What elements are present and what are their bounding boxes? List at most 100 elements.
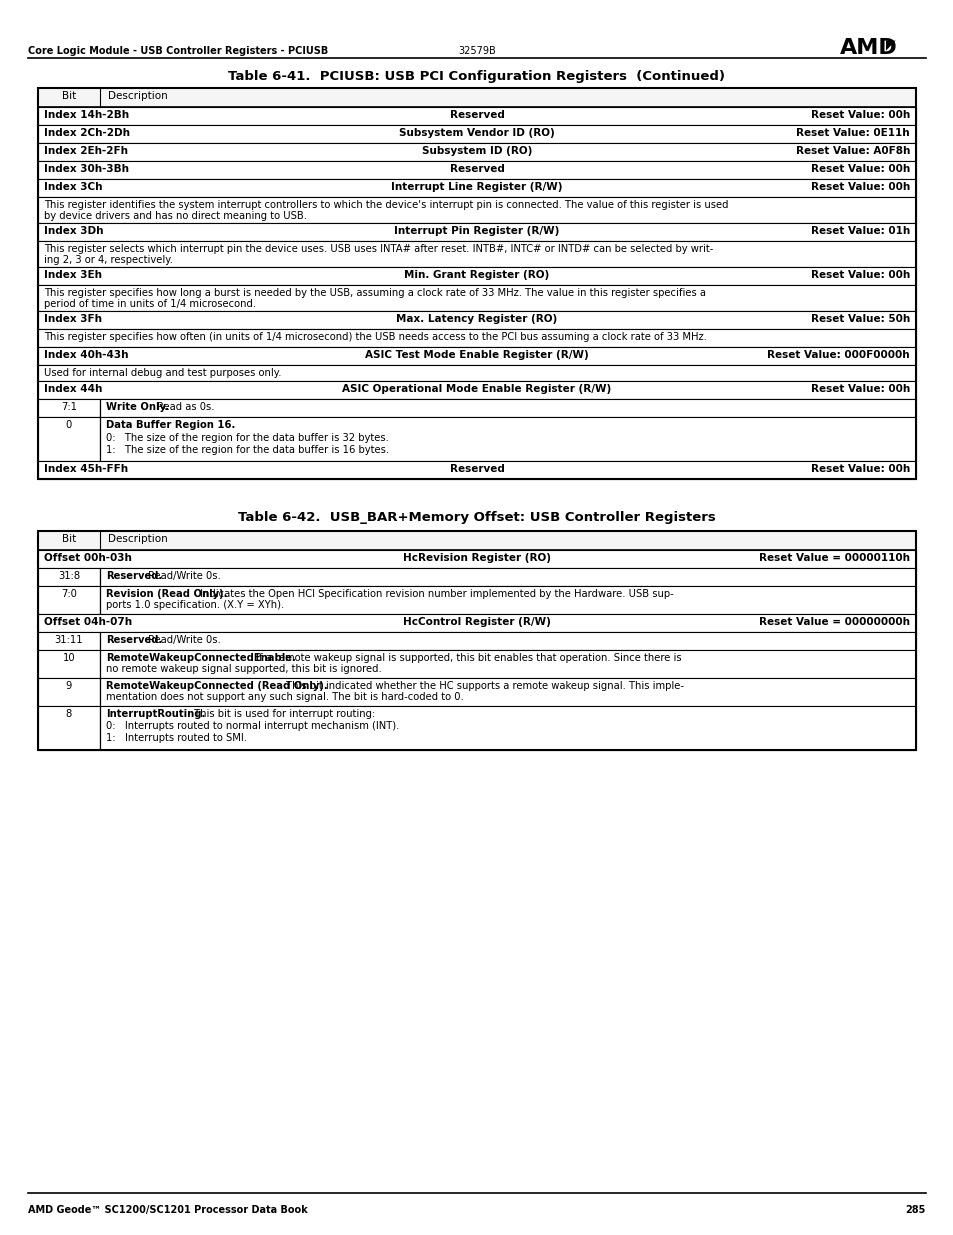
Text: ing 2, 3 or 4, respectively.: ing 2, 3 or 4, respectively.: [44, 254, 172, 266]
Text: Index 3Dh: Index 3Dh: [44, 226, 103, 236]
Text: ports 1.0 specification. (X.Y = XYh).: ports 1.0 specification. (X.Y = XYh).: [106, 600, 284, 610]
Text: period of time in units of 1/4 microsecond.: period of time in units of 1/4 microseco…: [44, 299, 255, 309]
Text: Reset Value: 00h: Reset Value: 00h: [810, 464, 909, 474]
Text: Description: Description: [108, 91, 168, 101]
Text: Index 14h-2Bh: Index 14h-2Bh: [44, 110, 129, 120]
Bar: [38, 585, 100, 614]
Bar: [100, 632, 915, 650]
Bar: [100, 568, 915, 585]
Text: Offset 04h-07h: Offset 04h-07h: [44, 618, 132, 627]
Text: 31:8: 31:8: [58, 571, 80, 580]
Bar: [38, 531, 915, 550]
Bar: [38, 706, 100, 750]
Text: Reserved: Reserved: [449, 110, 504, 120]
Text: Index 3Eh: Index 3Eh: [44, 270, 102, 280]
Text: Index 44h: Index 44h: [44, 384, 102, 394]
Text: Reset Value: 00h: Reset Value: 00h: [810, 182, 909, 191]
Text: mentation does not support any such signal. The bit is hard-coded to 0.: mentation does not support any such sign…: [106, 692, 463, 701]
Text: 7:1: 7:1: [61, 403, 77, 412]
Text: Index 2Eh-2Fh: Index 2Eh-2Fh: [44, 146, 128, 156]
Text: Read as 0s.: Read as 0s.: [153, 403, 214, 412]
Text: Bit: Bit: [62, 91, 76, 101]
Bar: [38, 198, 915, 224]
Text: Reserved.: Reserved.: [106, 571, 162, 580]
Text: Reset Value: 01h: Reset Value: 01h: [810, 226, 909, 236]
Text: 32579B: 32579B: [457, 46, 496, 56]
Text: Index 30h-3Bh: Index 30h-3Bh: [44, 164, 129, 174]
Text: AMD Geode™ SC1200/SC1201 Processor Data Book: AMD Geode™ SC1200/SC1201 Processor Data …: [28, 1205, 308, 1215]
Text: This register selects which interrupt pin the device uses. USB uses INTA# after : This register selects which interrupt pi…: [44, 245, 713, 254]
Text: 31:11: 31:11: [54, 635, 83, 645]
Bar: [100, 678, 915, 706]
Text: Reserved: Reserved: [449, 464, 504, 474]
Text: Description: Description: [108, 534, 168, 543]
Text: no remote wakeup signal supported, this bit is ignored.: no remote wakeup signal supported, this …: [106, 664, 381, 674]
Text: AMD: AMD: [840, 38, 897, 58]
Bar: [38, 568, 100, 585]
Text: Reserved: Reserved: [449, 164, 504, 174]
Text: Max. Latency Register (RO): Max. Latency Register (RO): [395, 314, 558, 324]
Bar: [38, 382, 915, 399]
Bar: [38, 678, 100, 706]
Bar: [38, 531, 915, 750]
Text: 1:   The size of the region for the data buffer is 16 bytes.: 1: The size of the region for the data b…: [106, 445, 389, 454]
Text: Subsystem Vendor ID (RO): Subsystem Vendor ID (RO): [398, 128, 555, 138]
Text: Index 3Ch: Index 3Ch: [44, 182, 102, 191]
Bar: [38, 161, 915, 179]
Bar: [100, 585, 915, 614]
Text: Reset Value: 00h: Reset Value: 00h: [810, 384, 909, 394]
Text: by device drivers and has no direct meaning to USB.: by device drivers and has no direct mean…: [44, 211, 307, 221]
Text: Read/Write 0s.: Read/Write 0s.: [145, 635, 221, 645]
Text: Reset Value = 00000110h: Reset Value = 00000110h: [759, 553, 909, 563]
Text: Reset Value: 00h: Reset Value: 00h: [810, 164, 909, 174]
Text: Index 3Fh: Index 3Fh: [44, 314, 102, 324]
Text: Data Buffer Region 16.: Data Buffer Region 16.: [106, 420, 235, 430]
Bar: [38, 461, 915, 479]
Bar: [38, 347, 915, 366]
Text: ASIC Test Mode Enable Register (R/W): ASIC Test Mode Enable Register (R/W): [365, 350, 588, 359]
Text: Index 45h-FFh: Index 45h-FFh: [44, 464, 128, 474]
Text: Table 6-41.  PCIUSB: USB PCI Configuration Registers  (Continued): Table 6-41. PCIUSB: USB PCI Configuratio…: [229, 70, 724, 83]
Text: Bit: Bit: [62, 534, 76, 543]
Text: Table 6-42.  USB_BAR+Memory Offset: USB Controller Registers: Table 6-42. USB_BAR+Memory Offset: USB C…: [238, 511, 715, 524]
Text: 7:0: 7:0: [61, 589, 77, 599]
Bar: [100, 399, 915, 417]
Text: Reset Value: 000F0000h: Reset Value: 000F0000h: [766, 350, 909, 359]
Text: 9: 9: [66, 680, 72, 692]
Bar: [38, 417, 100, 461]
Text: Offset 00h-03h: Offset 00h-03h: [44, 553, 132, 563]
Bar: [38, 125, 915, 143]
Text: 1:   Interrupts routed to SMI.: 1: Interrupts routed to SMI.: [106, 734, 247, 743]
Text: Index 2Ch-2Dh: Index 2Ch-2Dh: [44, 128, 130, 138]
Bar: [38, 366, 915, 382]
Text: RemoteWakeupConnectedEnable.: RemoteWakeupConnectedEnable.: [106, 653, 295, 663]
Text: InterruptRouting.: InterruptRouting.: [106, 709, 205, 719]
Bar: [100, 650, 915, 678]
Text: 0:   Interrupts routed to normal interrupt mechanism (INT).: 0: Interrupts routed to normal interrupt…: [106, 721, 399, 731]
Text: 285: 285: [904, 1205, 925, 1215]
Bar: [38, 107, 915, 125]
Bar: [38, 143, 915, 161]
Text: This register specifies how often (in units of 1/4 microsecond) the USB needs ac: This register specifies how often (in un…: [44, 332, 706, 342]
Bar: [38, 550, 915, 568]
Text: Core Logic Module - USB Controller Registers - PCIUSB: Core Logic Module - USB Controller Regis…: [28, 46, 328, 56]
Bar: [100, 417, 915, 461]
Text: Write Only.: Write Only.: [106, 403, 169, 412]
Bar: [38, 329, 915, 347]
Text: 0: 0: [66, 420, 72, 430]
Bar: [38, 632, 100, 650]
Text: Reset Value: 00h: Reset Value: 00h: [810, 270, 909, 280]
Bar: [38, 614, 915, 632]
Text: This register specifies how long a burst is needed by the USB, assuming a clock : This register specifies how long a burst…: [44, 288, 705, 298]
Text: This bit is used for interrupt routing:: This bit is used for interrupt routing:: [191, 709, 375, 719]
Text: Read/Write 0s.: Read/Write 0s.: [145, 571, 221, 580]
Text: Indicates the Open HCI Specification revision number implemented by the Hardware: Indicates the Open HCI Specification rev…: [196, 589, 673, 599]
Text: Interrupt Pin Register (R/W): Interrupt Pin Register (R/W): [394, 226, 559, 236]
Text: Subsystem ID (RO): Subsystem ID (RO): [421, 146, 532, 156]
Text: Reset Value: 0E11h: Reset Value: 0E11h: [796, 128, 909, 138]
Text: This bit indicated whether the HC supports a remote wakeup signal. This imple-: This bit indicated whether the HC suppor…: [283, 680, 683, 692]
Text: This register identifies the system interrupt controllers to which the device's : This register identifies the system inte…: [44, 200, 728, 210]
Text: Reserved.: Reserved.: [106, 635, 162, 645]
Bar: [38, 311, 915, 329]
Bar: [38, 267, 915, 285]
